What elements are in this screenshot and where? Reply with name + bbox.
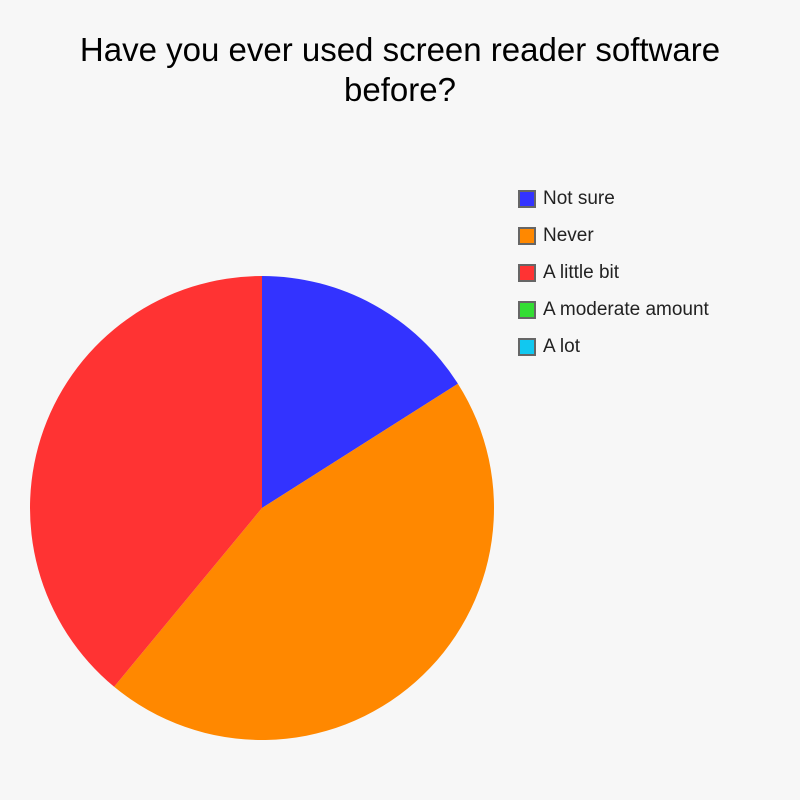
- legend-item-a-little-bit[interactable]: A little bit: [518, 254, 709, 291]
- legend-swatch-a-moderate-amount: [518, 300, 536, 319]
- legend-swatch-a-lot: [518, 337, 536, 356]
- legend-item-never[interactable]: Never: [518, 217, 709, 254]
- pie-slice-never[interactable]: [114, 383, 495, 741]
- legend-item-a-lot[interactable]: A lot: [518, 328, 709, 365]
- legend: Not sure Never A little bit A moderate a…: [518, 180, 709, 365]
- legend-label-not-sure: Not sure: [543, 187, 615, 209]
- legend-label-never: Never: [543, 224, 594, 246]
- chart-title-line-1: Have you ever used screen reader softwar…: [79, 31, 721, 68]
- pie-slice-not-sure[interactable]: [262, 276, 458, 508]
- legend-label-a-moderate-amount: A moderate amount: [543, 298, 709, 320]
- legend-item-not-sure[interactable]: Not sure: [518, 180, 709, 217]
- pie-slice-a-little-bit[interactable]: [29, 276, 262, 687]
- legend-item-a-moderate-amount[interactable]: A moderate amount: [518, 291, 709, 328]
- legend-swatch-a-little-bit: [518, 263, 536, 282]
- chart-title: Have you ever used screen reader softwar…: [0, 30, 800, 110]
- legend-label-a-lot: A lot: [543, 335, 580, 357]
- legend-swatch-never: [518, 226, 536, 245]
- legend-label-a-little-bit: A little bit: [543, 261, 620, 283]
- legend-swatch-not-sure: [518, 189, 536, 208]
- chart-title-line-2: before?: [344, 71, 456, 108]
